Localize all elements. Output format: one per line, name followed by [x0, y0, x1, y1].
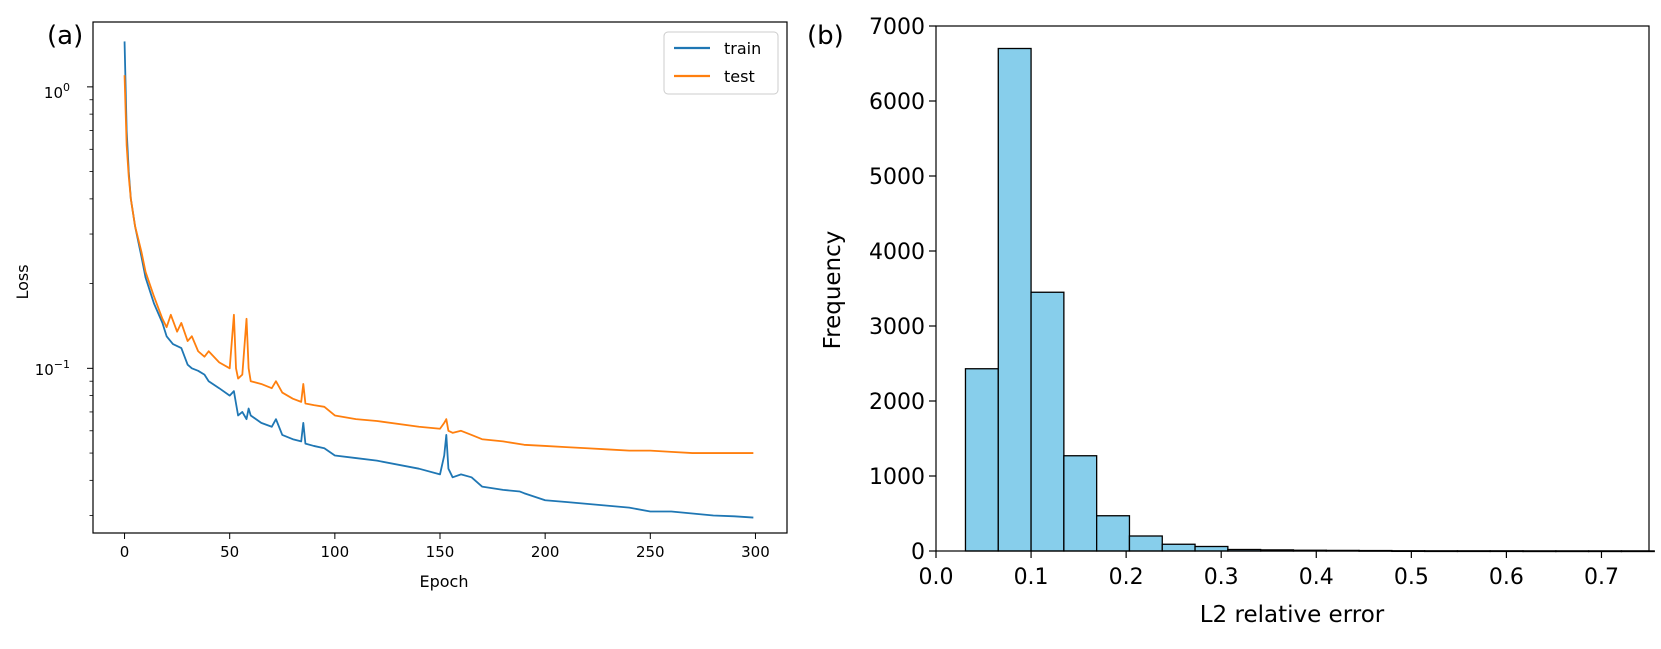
panel-b-histogram: (b) 0.0 0.1 0.2 0.3 0.4 0.5 0.6 0.7 0 1000 2000 30…: [807, 15, 1655, 628]
series-line-test: [123, 75, 754, 454]
plot-area-b: [935, 25, 1650, 552]
y-tick-label: 6000: [869, 90, 925, 115]
x-tick-label: 0.5: [1394, 565, 1429, 590]
x-tick-label: 300: [741, 543, 770, 561]
panel-label-b: (b): [807, 21, 844, 51]
x-tick-label: 0.1: [1014, 565, 1049, 590]
legend-train-label: train: [724, 39, 761, 58]
y-axis-label-b: Frequency: [820, 231, 846, 350]
x-tick-label: 0.4: [1299, 565, 1334, 590]
histogram-bar: [1063, 455, 1098, 552]
histogram-bar: [1030, 291, 1065, 552]
x-tick-label: 0.7: [1584, 565, 1619, 590]
series-line-train: [123, 41, 754, 519]
y-tick-label: 2000: [869, 390, 925, 415]
y-tick-label: 0: [911, 540, 925, 565]
x-axis-label-a: Epoch: [420, 572, 469, 591]
histogram-bar: [1128, 535, 1163, 552]
y-tick-label-1e-1: 10−1: [35, 358, 70, 379]
y-tick-label: 7000: [869, 15, 925, 40]
histogram-bar: [997, 47, 1032, 552]
y-tick-label: 4000: [869, 240, 925, 265]
histogram-bar: [1096, 515, 1131, 552]
series-lines-a: [123, 41, 754, 519]
x-tick-label: 0: [120, 543, 130, 561]
x-tick-label: 0.3: [1204, 565, 1239, 590]
x-axis-ticks-a: 0 50 100 150 200 250 300: [120, 533, 770, 561]
histogram-bar: [964, 368, 999, 552]
histogram-bar: [1194, 545, 1229, 552]
x-tick-label: 0.0: [919, 565, 954, 590]
x-tick-label: 200: [531, 543, 560, 561]
histogram-bars: [964, 47, 1655, 553]
x-axis-label-b: L2 relative error: [1200, 602, 1385, 628]
y-tick-label: 1000: [869, 465, 925, 490]
plot-area-a: [92, 21, 788, 534]
y-axis-label-a: Loss: [13, 264, 32, 299]
x-tick-label: 150: [426, 543, 455, 561]
y-axis-ticks-b: 0 1000 2000 3000 4000 5000 6000 7000: [869, 15, 936, 565]
legend-test-label: test: [724, 67, 755, 86]
panel-label-a: (a): [47, 21, 83, 51]
x-tick-label: 250: [636, 543, 665, 561]
x-tick-label: 0.2: [1109, 565, 1144, 590]
panel-a-loss-chart: (a) 0 50 100 150 200 250 300 100 10−1 Epoch Lo…: [13, 21, 788, 591]
y-tick-label: 3000: [869, 315, 925, 340]
x-axis-ticks-b: 0.0 0.1 0.2 0.3 0.4 0.5 0.6 0.7: [919, 551, 1619, 590]
y-axis-ticks-a: 100 10−1: [35, 81, 93, 516]
legend-a: train test: [663, 31, 779, 95]
x-tick-label: 0.6: [1489, 565, 1524, 590]
histogram-bar: [1161, 543, 1196, 552]
y-tick-label-1e0: 100: [44, 81, 70, 102]
y-tick-label: 5000: [869, 165, 925, 190]
x-tick-label: 100: [321, 543, 350, 561]
x-tick-label: 50: [220, 543, 239, 561]
